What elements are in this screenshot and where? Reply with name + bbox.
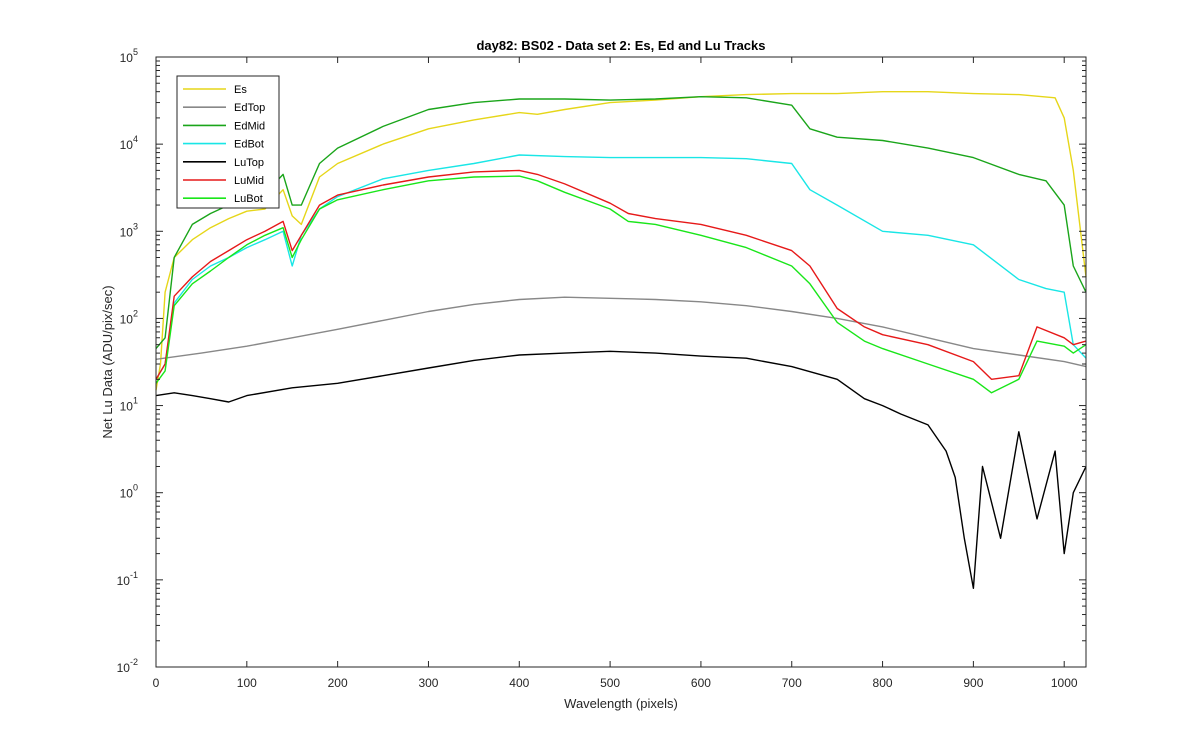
x-tick-label: 400 <box>509 676 529 690</box>
y-tick-label: 103 <box>120 221 138 239</box>
y-tick-label: 105 <box>120 47 138 65</box>
legend-label-lubot: LuBot <box>234 193 263 205</box>
y-tick-label: 104 <box>120 134 138 152</box>
x-tick-label: 500 <box>600 676 620 690</box>
series-line-es <box>155 91 1087 391</box>
y-tick-label: 102 <box>120 308 138 326</box>
x-tick-label: 0 <box>153 676 160 690</box>
y-tick-label: 10-1 <box>117 570 138 588</box>
legend-label-es: Es <box>234 84 247 96</box>
legend: Es EdTop EdMid EdBot LuTop LuMid LuBot <box>176 75 280 209</box>
y-tick-label: 101 <box>120 396 138 414</box>
x-tick-label: 300 <box>418 676 438 690</box>
chart-title: day82: BS02 - Data set 2: Es, Ed and Lu … <box>476 38 765 53</box>
x-tick-label: 1000 <box>1051 676 1078 690</box>
legend-box <box>176 75 280 209</box>
x-tick-label: 700 <box>782 676 802 690</box>
y-ticks: 10-2 10-1 100 101 102 103 104 105 <box>117 47 1086 675</box>
legend-label-edbot: EdBot <box>234 139 264 151</box>
x-axis-label: Wavelength (pixels) <box>564 696 678 711</box>
series-line-lutop <box>155 350 1087 589</box>
legend-label-lumid: LuMid <box>234 175 264 187</box>
series-line-edbot <box>155 154 1087 380</box>
y-axis-label: Net Lu Data (ADU/pix/sec) <box>100 285 115 438</box>
x-tick-label: 200 <box>328 676 348 690</box>
x-ticks: 0 100 200 300 400 500 600 700 800 900 1000 <box>153 57 1078 690</box>
legend-label-edtop: EdTop <box>234 102 265 114</box>
x-tick-label: 900 <box>963 676 983 690</box>
y-tick-label: 100 <box>120 483 138 501</box>
x-tick-label: 100 <box>237 676 257 690</box>
series-line-lubot <box>155 175 1087 394</box>
legend-label-edmid: EdMid <box>234 120 265 132</box>
plot-area <box>156 57 1086 667</box>
series-line-lumid <box>155 169 1087 380</box>
x-tick-label: 800 <box>873 676 893 690</box>
x-tick-label: 600 <box>691 676 711 690</box>
series-line-edtop <box>155 296 1087 368</box>
axes-box <box>155 56 1087 668</box>
y-tick-label: 10-2 <box>117 657 138 675</box>
legend-label-lutop: LuTop <box>234 157 264 169</box>
